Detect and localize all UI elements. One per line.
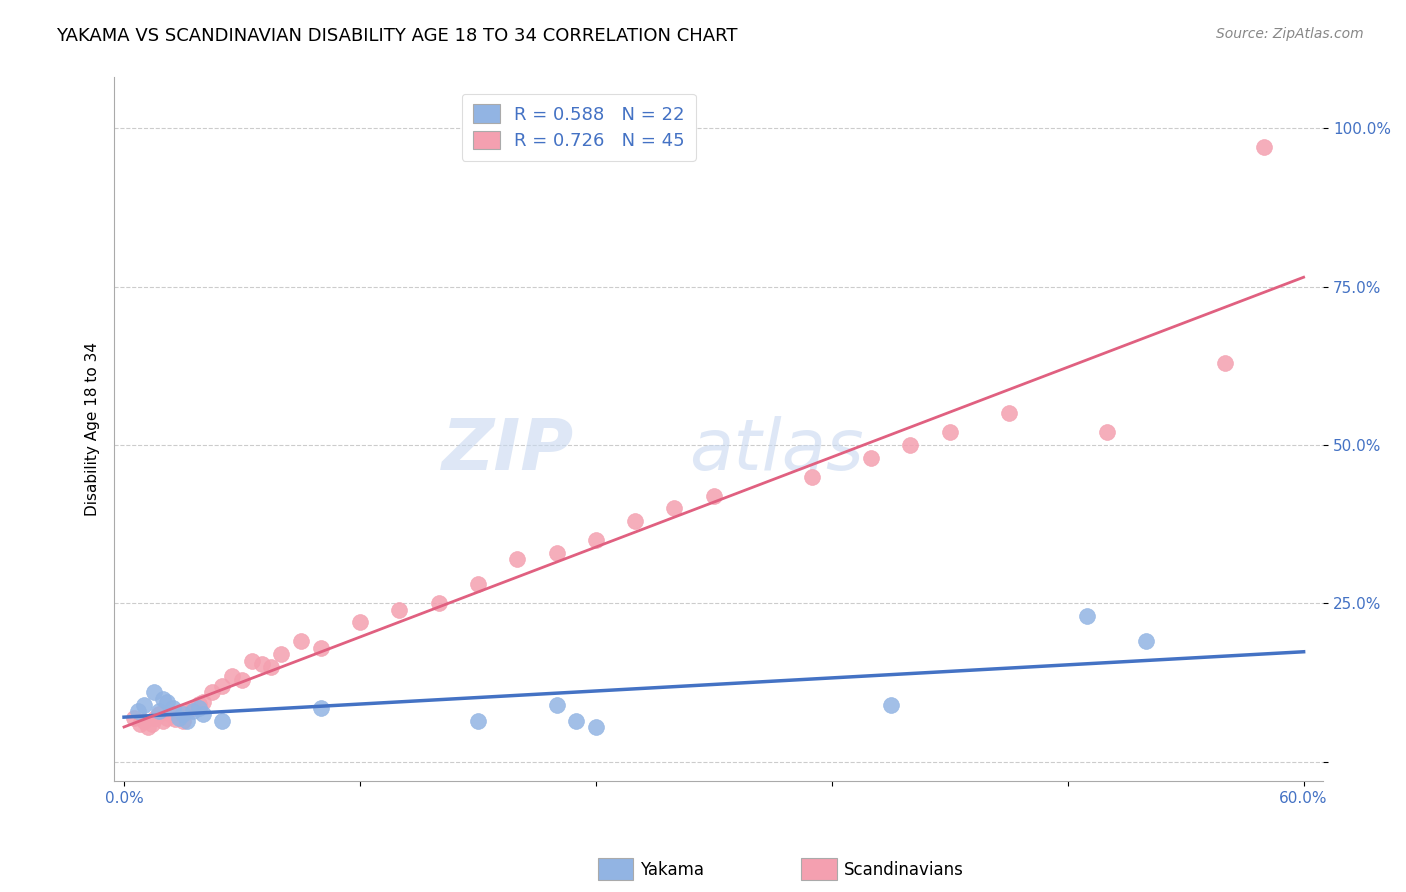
- Point: [309, 640, 332, 655]
- Point: [260, 660, 283, 674]
- Point: [900, 438, 922, 452]
- Point: [506, 552, 529, 566]
- Text: Yakama: Yakama: [640, 861, 704, 879]
- Point: [165, 712, 187, 726]
- Point: [1213, 356, 1236, 370]
- Point: [167, 710, 190, 724]
- Legend: R = 0.588   N = 22, R = 0.726   N = 45: R = 0.588 N = 22, R = 0.726 N = 45: [461, 94, 696, 161]
- Point: [250, 657, 273, 671]
- Point: [141, 717, 163, 731]
- Point: [136, 720, 159, 734]
- Point: [127, 704, 149, 718]
- Point: [801, 469, 824, 483]
- Point: [427, 597, 450, 611]
- Point: [546, 698, 568, 712]
- Point: [148, 704, 170, 718]
- Point: [240, 653, 263, 667]
- Point: [152, 714, 174, 728]
- Point: [860, 450, 883, 465]
- Point: [1253, 140, 1275, 154]
- Text: YAKAMA VS SCANDINAVIAN DISABILITY AGE 18 TO 34 CORRELATION CHART: YAKAMA VS SCANDINAVIAN DISABILITY AGE 18…: [56, 27, 738, 45]
- Point: [585, 533, 607, 547]
- Point: [703, 489, 725, 503]
- Point: [309, 701, 332, 715]
- Point: [880, 698, 903, 712]
- Point: [167, 709, 190, 723]
- Point: [467, 714, 489, 728]
- Point: [191, 707, 214, 722]
- Point: [467, 577, 489, 591]
- Text: ZIP: ZIP: [441, 416, 574, 484]
- Point: [132, 698, 155, 712]
- Point: [187, 701, 209, 715]
- Point: [565, 714, 588, 728]
- Point: [152, 691, 174, 706]
- Point: [148, 707, 170, 722]
- Point: [181, 701, 204, 715]
- Point: [145, 710, 167, 724]
- Text: Scandinavians: Scandinavians: [844, 861, 963, 879]
- Point: [1095, 425, 1118, 440]
- Point: [176, 714, 198, 728]
- Point: [624, 514, 647, 528]
- Point: [176, 704, 198, 718]
- Point: [181, 704, 204, 718]
- Point: [162, 701, 184, 715]
- Point: [1076, 609, 1098, 624]
- Point: [156, 695, 179, 709]
- Text: atlas: atlas: [689, 416, 863, 484]
- Point: [231, 673, 253, 687]
- Point: [388, 603, 411, 617]
- Point: [1135, 634, 1157, 648]
- Point: [211, 714, 233, 728]
- Point: [349, 615, 371, 630]
- Point: [128, 717, 150, 731]
- Point: [191, 695, 214, 709]
- Point: [997, 406, 1019, 420]
- Point: [187, 697, 209, 711]
- Point: [172, 707, 194, 722]
- Point: [132, 714, 155, 728]
- Point: [160, 707, 183, 722]
- Point: [201, 685, 224, 699]
- Y-axis label: Disability Age 18 to 34: Disability Age 18 to 34: [86, 343, 100, 516]
- Point: [546, 546, 568, 560]
- Point: [938, 425, 960, 440]
- Text: Source: ZipAtlas.com: Source: ZipAtlas.com: [1216, 27, 1364, 41]
- Point: [172, 714, 194, 728]
- Point: [270, 647, 292, 661]
- Point: [156, 710, 179, 724]
- Point: [664, 501, 686, 516]
- Point: [142, 685, 165, 699]
- Point: [290, 634, 312, 648]
- Point: [585, 720, 607, 734]
- Point: [221, 669, 243, 683]
- Point: [211, 679, 233, 693]
- Point: [122, 710, 145, 724]
